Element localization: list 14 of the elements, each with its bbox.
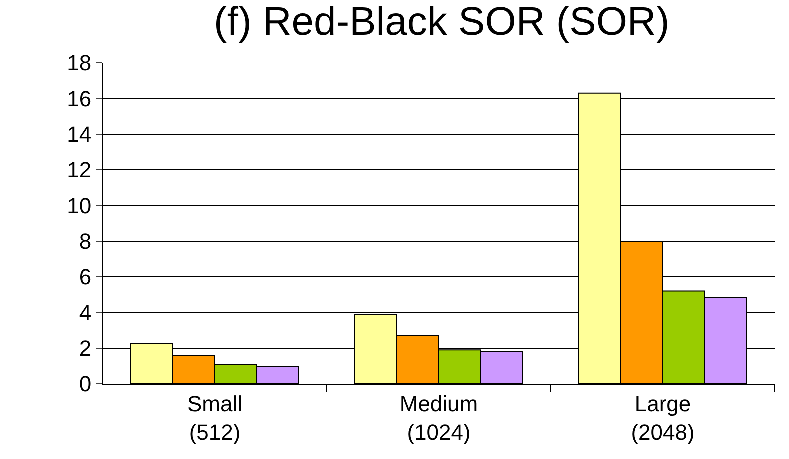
x-tick-label: Medium (1024) [400, 391, 478, 445]
chart-title: (f) Red-Black SOR (SOR) [214, 0, 670, 44]
y-tick-label: 8 [79, 229, 92, 254]
y-tick-label: 14 [67, 122, 92, 148]
y-tick-label: 10 [67, 193, 92, 218]
y-tick-label: 0 [79, 372, 92, 397]
x-tick-label: Small (512) [187, 391, 243, 445]
y-tick-label: 12 [67, 158, 92, 183]
y-tick-label: 16 [67, 86, 92, 112]
y-tick-label: 2 [79, 336, 92, 362]
x-tick-label: Large (2048) [631, 391, 695, 445]
y-tick-label: 18 [67, 50, 92, 76]
y-tick-label: 4 [79, 300, 92, 326]
y-tick-label: 6 [79, 264, 92, 290]
